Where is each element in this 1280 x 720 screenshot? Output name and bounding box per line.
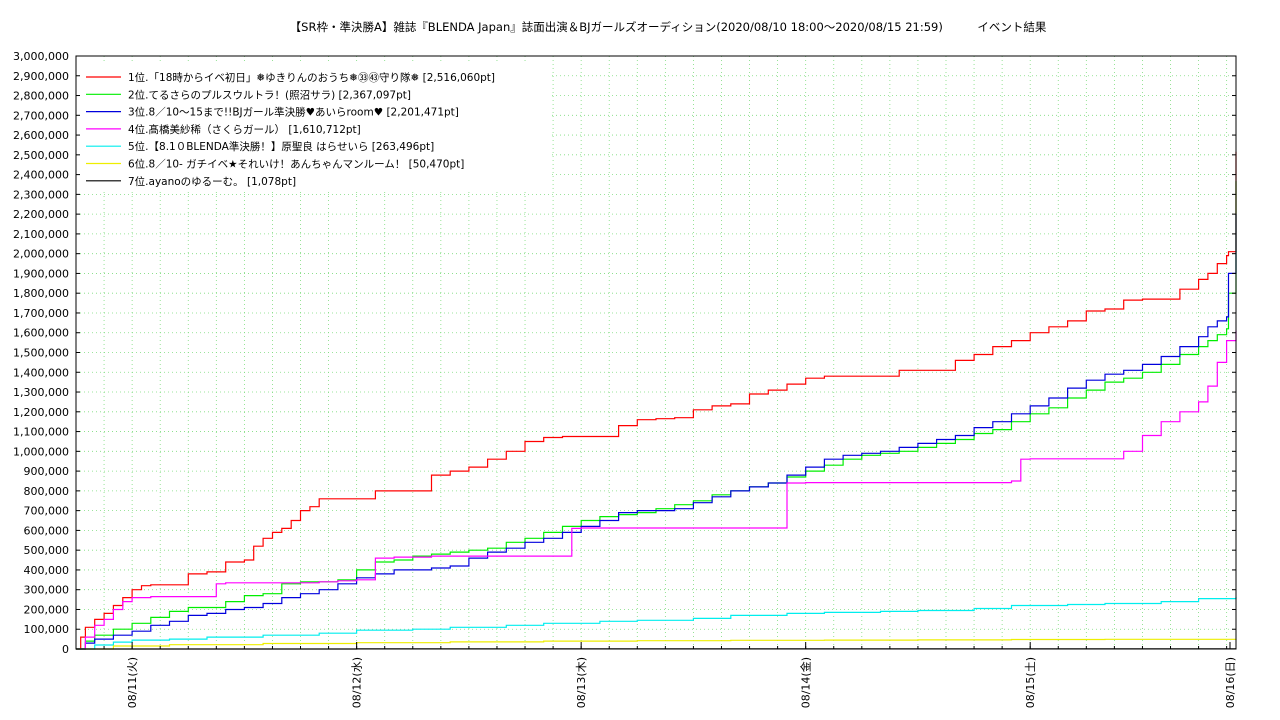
legend: 1位.「18時からイベ初日」❅ゆきりんのおうち❅㉝㊸守り隊❅ [2,516,06… — [80, 62, 550, 190]
y-tick-label: 500,000 — [24, 544, 70, 557]
legend-entry: 7位.ayanoのゆるーむ。 [1,078pt] — [128, 175, 296, 188]
x-tick-label: 08/15(土) — [1024, 657, 1037, 708]
y-tick-label: 1,400,000 — [13, 366, 69, 379]
y-tick-label: 1,500,000 — [13, 347, 69, 360]
legend-entry: 3位.8／10〜15まで!!BJガール準決勝♥あいらroom♥ [2,201,4… — [128, 106, 459, 119]
x-tick-label: 08/12(水) — [351, 657, 364, 708]
y-tick-label: 200,000 — [24, 603, 70, 616]
y-tick-label: 2,700,000 — [13, 109, 69, 122]
y-tick-label: 0 — [62, 643, 69, 656]
x-tick-label: 08/11(火) — [126, 657, 139, 708]
series-line-5 — [76, 596, 1237, 650]
legend-entry: 5位.【8.1０BLENDA準決勝！】原聖良 はらせいら [263,496pt] — [128, 140, 434, 153]
y-tick-label: 1,600,000 — [13, 327, 69, 340]
y-tick-label: 400,000 — [24, 564, 70, 577]
series-line-2 — [76, 181, 1237, 650]
y-tick-label: 3,000,000 — [13, 50, 69, 63]
y-tick-label: 900,000 — [24, 465, 70, 478]
y-tick-label: 300,000 — [24, 584, 70, 597]
x-tick-label: 08/14(金) — [799, 657, 813, 708]
y-tick-label: 100,000 — [24, 623, 70, 636]
y-tick-label: 2,500,000 — [13, 149, 69, 162]
y-tick-label: 700,000 — [24, 505, 70, 518]
x-axis: 08/11(火) 08/12(水) 08/13(木) 08/14(金) 08/15(土)… — [103, 642, 1237, 708]
y-tick-label: 1,200,000 — [13, 406, 69, 419]
y-tick-label: 1,800,000 — [13, 287, 69, 300]
y-tick-label: 2,600,000 — [13, 129, 69, 142]
y-axis: 0 100,000 200,000 300,000 400,000 500,000 600,… — [13, 50, 1236, 656]
chart-title: 【SR枠・準決勝A】雑誌『BLENDA Japan』誌面出演＆BJガールズオーデ… — [290, 20, 1047, 34]
y-tick-label: 600,000 — [24, 524, 70, 537]
legend-entry: 1位.「18時からイベ初日」❅ゆきりんのおうち❅㉝㊸守り隊❅ [2,516,06… — [128, 71, 495, 84]
y-tick-label: 1,100,000 — [13, 426, 69, 439]
legend-box — [80, 62, 550, 190]
y-tick-label: 1,000,000 — [13, 445, 69, 458]
y-tick-label: 800,000 — [24, 485, 70, 498]
x-tick-label: 08/13(木) — [575, 657, 588, 708]
y-tick-label: 2,900,000 — [13, 70, 69, 83]
legend-entry: 2位.てるさらのプルスウルトラ！(照沼サラ) [2,367,097pt] — [128, 88, 411, 101]
y-tick-label: 2,200,000 — [13, 208, 69, 221]
x-tick-label: 08/16(日) — [1224, 657, 1237, 708]
series-line-6 — [76, 638, 1237, 650]
series-line-1 — [76, 151, 1237, 650]
series-line-4 — [76, 330, 1237, 650]
legend-entry: 4位.髙橋美紗稀（さくらガール） [1,610,712pt] — [128, 123, 361, 136]
legend-entry: 6位.8／10- ガチイベ★それいけ！あんちゃんマンルーム！ [50,470pt… — [128, 158, 464, 171]
series-layer — [76, 151, 1237, 650]
y-tick-label: 2,800,000 — [13, 90, 69, 103]
y-tick-label: 1,300,000 — [13, 386, 69, 399]
y-tick-label: 2,000,000 — [13, 248, 69, 261]
y-tick-label: 1,700,000 — [13, 307, 69, 320]
y-tick-label: 2,300,000 — [13, 188, 69, 201]
series-line-3 — [76, 213, 1237, 650]
y-tick-label: 1,900,000 — [13, 267, 69, 280]
y-tick-label: 2,400,000 — [13, 169, 69, 182]
y-tick-label: 2,100,000 — [13, 228, 69, 241]
